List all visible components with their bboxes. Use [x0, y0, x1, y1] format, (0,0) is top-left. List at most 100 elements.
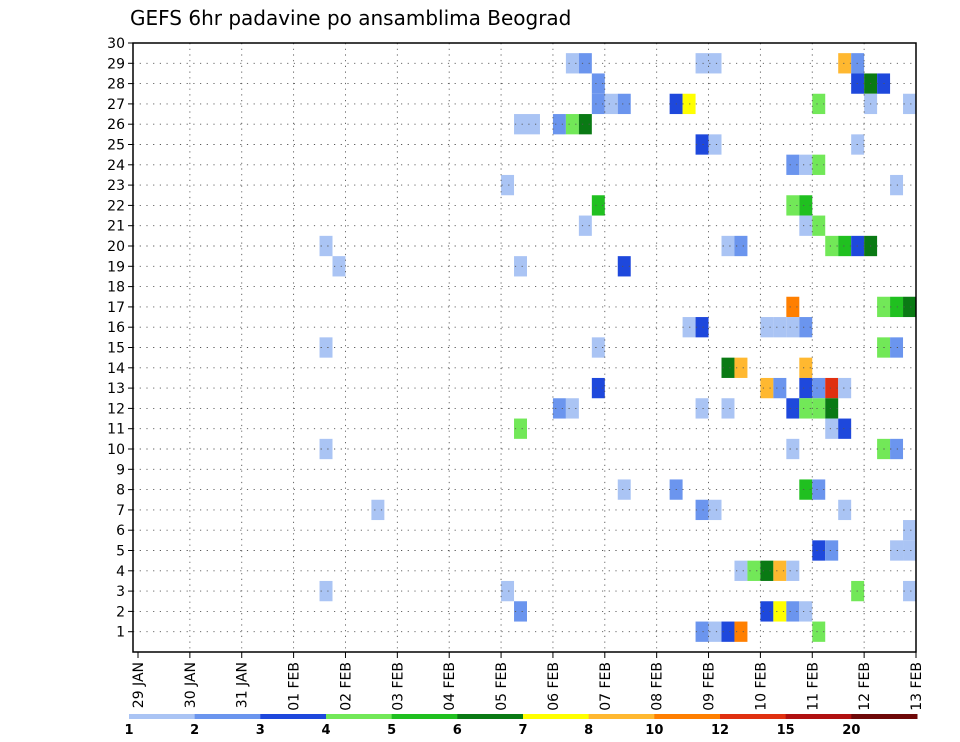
heatmap-cell [786, 195, 800, 216]
heatmap-cell [617, 93, 631, 115]
legend-label: 6 [453, 723, 462, 738]
heatmap-cell [773, 560, 787, 581]
y-tick-label: 30 [107, 36, 125, 52]
x-tick-label: 04 FEB [442, 662, 458, 711]
legend-swatch [391, 714, 458, 719]
legend-swatch [851, 714, 918, 719]
x-tick-label: 10 FEB [753, 662, 769, 711]
heatmap-cell [903, 520, 916, 541]
heatmap-cell [591, 73, 605, 94]
heatmap-cell [773, 317, 787, 338]
legend-label: 1 [124, 723, 133, 738]
heatmap-cell [695, 621, 709, 642]
heatmap-cell [708, 134, 722, 155]
heatmap-cell [319, 438, 333, 460]
heatmap-cell [786, 601, 800, 622]
heatmap-cell [890, 540, 904, 561]
y-tick-label: 23 [107, 178, 125, 194]
heatmap-cell [565, 398, 579, 419]
x-tick-label: 29 JAN [131, 662, 147, 708]
heatmap-cell [786, 317, 800, 338]
heatmap-cell [812, 377, 826, 399]
heatmap-cell [501, 580, 515, 602]
heatmap-cell [812, 215, 826, 236]
heatmap-cell [695, 134, 709, 155]
y-tick-label: 12 [107, 401, 125, 417]
heatmap-cell [721, 398, 735, 419]
y-tick-label: 18 [107, 280, 125, 296]
heatmap-cell [799, 601, 813, 622]
heatmap-cell [501, 174, 515, 196]
heatmap-cell [734, 235, 748, 257]
heatmap-cell [799, 317, 813, 338]
heatmap-cell [838, 53, 852, 74]
y-tick-label: 14 [107, 361, 125, 377]
y-tick-label: 27 [107, 97, 125, 113]
y-tick-label: 13 [107, 381, 125, 397]
heatmap-cell [812, 154, 826, 175]
y-tick-label: 26 [107, 117, 125, 133]
heatmap-cell [708, 499, 722, 521]
heatmap-cell [838, 377, 852, 399]
heatmap-cell [890, 296, 904, 318]
legend-swatch [785, 714, 852, 719]
y-tick-label: 15 [107, 341, 125, 357]
heatmap-cell [799, 215, 813, 236]
x-tick-label: 11 FEB [805, 662, 821, 711]
heatmap-cell [319, 580, 333, 602]
y-tick-label: 4 [116, 564, 125, 580]
y-tick-label: 3 [116, 584, 125, 600]
heatmap-cell [838, 235, 852, 257]
legend-label: 5 [387, 723, 396, 738]
heatmap-cell [604, 93, 618, 115]
heatmap-cell [514, 114, 527, 135]
legend-swatch [194, 714, 261, 719]
heatmap-cell [825, 235, 839, 257]
y-tick-label: 28 [107, 77, 125, 93]
heatmap-cell [695, 317, 709, 338]
heatmap-cell [760, 317, 774, 338]
heatmap-cell [786, 398, 800, 419]
heatmap-cell [617, 479, 631, 500]
heatmap-cell [773, 601, 787, 622]
heatmap-cell [812, 621, 826, 642]
legend-label: 12 [711, 723, 729, 738]
heatmap-cell [514, 601, 527, 622]
heatmap-cell [747, 560, 761, 581]
x-tick-label: 06 FEB [546, 662, 562, 711]
y-tick-label: 21 [107, 219, 125, 235]
x-tick-label: 08 FEB [650, 662, 666, 711]
heatmap-cell [760, 560, 774, 581]
heatmap-cell [617, 256, 631, 277]
x-tick-label: 13 FEB [909, 662, 925, 711]
heatmap-cell [799, 357, 813, 378]
y-tick-label: 25 [107, 138, 125, 154]
heatmap-cell [682, 93, 696, 115]
heatmap-cell [695, 398, 709, 419]
legend-label: 8 [584, 723, 593, 738]
x-tick-label: 02 FEB [338, 662, 354, 711]
legend-label: 2 [190, 723, 199, 738]
heatmap-cell [695, 53, 709, 74]
heatmap-cell [825, 540, 839, 561]
legend-swatch [720, 714, 787, 719]
heatmap-cell [799, 195, 813, 216]
heatmap-cell [812, 93, 826, 115]
heatmap-cell [734, 357, 748, 378]
legend-label: 3 [256, 723, 265, 738]
y-tick-label: 24 [107, 158, 125, 174]
heatmap-cell [825, 377, 839, 399]
heatmap-cell [565, 53, 579, 74]
legend-swatch [654, 714, 721, 719]
heatmap-cell [721, 235, 735, 257]
x-tick-label: 09 FEB [702, 662, 718, 711]
heatmap-cell [890, 337, 904, 358]
heatmap-cell [578, 114, 592, 135]
x-tick-label: 03 FEB [390, 662, 406, 711]
heatmap-cell [591, 195, 605, 216]
heatmap-cell [786, 296, 800, 318]
x-tick-label: 31 JAN [235, 662, 251, 708]
heatmap-cell [812, 479, 826, 500]
heatmap-cell [721, 357, 735, 378]
heatmap-cell [799, 398, 813, 419]
